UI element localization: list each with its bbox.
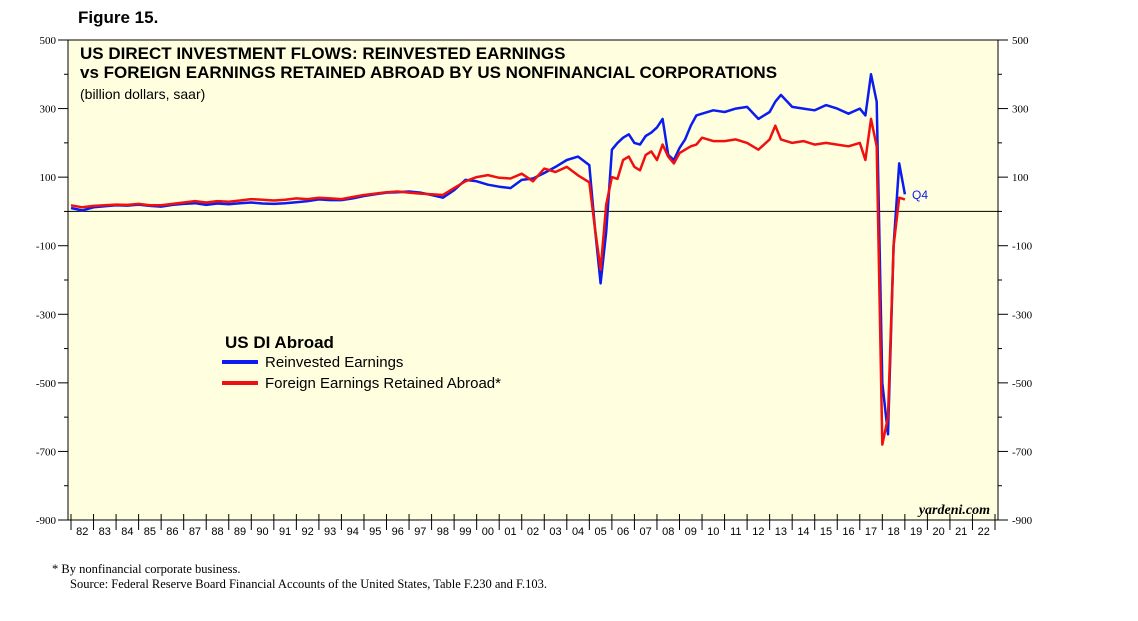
x-tick-label: 10 [707,526,719,538]
x-tick-label: 21 [955,526,967,538]
x-tick-label: 90 [256,526,268,538]
plot-area [67,39,999,521]
x-tick-label: 08 [662,526,674,538]
x-tick-label: 00 [482,526,494,538]
y-tick-label-left: -500 [36,378,57,390]
x-tick-label: 07 [640,526,652,538]
series-line-reinvested-earnings [70,73,907,436]
x-tick-label: 11 [730,526,741,538]
x-tick-label: 05 [594,526,606,538]
x-tick-label: 18 [887,526,899,538]
x-tick-label: 94 [347,526,359,538]
footnote-source: Source: Federal Reserve Board Financial … [70,577,548,591]
x-tick-label: 96 [392,526,404,538]
x-tick-label: 98 [437,526,449,538]
y-tick-label-left: -900 [36,515,57,527]
footnote-note: * By nonfinancial corporate business. [52,562,241,576]
x-tick-label: 91 [279,526,291,538]
x-tick-label: 92 [302,526,314,538]
x-tick-label: 09 [685,526,697,538]
legend-label-reinvested: Reinvested Earnings [265,354,403,371]
x-tick-label: 06 [617,526,629,538]
y-tick-label-right: -100 [1012,241,1033,253]
y-tick-label-right: 500 [1012,35,1029,47]
y-tick-label-right: -700 [1012,446,1033,458]
x-tick-label: 85 [144,526,156,538]
left-y-axis: 500 300 100 -100 -300 -500 -700 -900 [36,35,68,527]
x-tick-label: 84 [121,526,133,538]
x-tick-label: 04 [572,526,584,538]
x-tick-label: 02 [527,526,539,538]
legend-title: US DI Abroad [225,333,334,352]
y-tick-label-left: 500 [40,35,57,47]
x-tick-label: 86 [166,526,178,538]
y-tick-label-left: -700 [36,446,57,458]
chart-subtitle: (billion dollars, saar) [80,86,205,102]
x-tick-label: 03 [549,526,561,538]
x-tick-label: 15 [820,526,832,538]
x-tick-label: 93 [324,526,336,538]
x-axis: 82 83 84 85 86 87 88 89 90 91 92 93 94 95 96 97 98 99 00 01… [70,514,996,538]
x-tick-label: 87 [189,526,201,538]
y-tick-label-left: 300 [40,104,57,116]
legend-label-retained: Foreign Earnings Retained Abroad* [265,375,501,392]
series-group [70,73,907,446]
x-tick-label: 82 [76,526,88,538]
x-tick-label: 19 [910,526,922,538]
y-tick-label-right: -300 [1012,309,1033,321]
brand-watermark: yardeni.com [917,503,990,518]
x-tick-label: 13 [775,526,787,538]
y-tick-label-right: -500 [1012,378,1033,390]
y-tick-label-right: 100 [1012,172,1029,184]
y-tick-label-left: -100 [36,241,57,253]
y-tick-label-right: 300 [1012,104,1029,116]
right-y-axis: 500 300 100 -100 -300 -500 -700 -900 [998,35,1033,527]
x-tick-label: 20 [933,526,945,538]
x-tick-label: 97 [414,526,426,538]
y-tick-label-right: -900 [1012,515,1033,527]
x-tick-label: 83 [99,526,111,538]
x-tick-label: 89 [234,526,246,538]
chart-title-line2: vs FOREIGN EARNINGS RETAINED ABROAD BY U… [80,63,777,82]
x-tick-label: 17 [865,526,877,538]
chart-title-line1: US DIRECT INVESTMENT FLOWS: REINVESTED E… [80,44,565,63]
x-tick-label: 88 [211,526,223,538]
x-tick-label: 12 [752,526,764,538]
x-tick-label: 14 [797,526,809,538]
footnotes: * By nonfinancial corporate business. So… [52,562,547,592]
x-tick-label: 22 [978,526,990,538]
figure-label: Figure 15. [78,8,159,27]
x-tick-label: 01 [504,526,516,538]
y-tick-label-left: 100 [40,172,57,184]
end-annotation: Q4 [912,188,928,202]
y-tick-label-left: -300 [36,309,57,321]
series-line-foreign-earnings-retained [70,117,906,446]
x-tick-label: 95 [369,526,381,538]
x-tick-label: 99 [459,526,471,538]
x-tick-label: 16 [842,526,854,538]
